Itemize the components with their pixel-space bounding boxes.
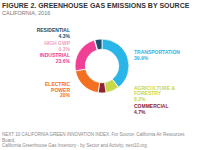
svg-text:COMMERCIAL4.7%: COMMERCIAL4.7% bbox=[134, 103, 168, 115]
svg-text:TRANSPORTATION39.9%: TRANSPORTATION39.9% bbox=[134, 49, 180, 61]
html-text:CALIFORNIA, 2016: CALIFORNIA, 2016 bbox=[2, 10, 51, 16]
html-text:FIGURE 2. GREENHOUSE GAS EMISS: FIGURE 2. GREENHOUSE GAS EMISSIONS BY SO… bbox=[2, 2, 190, 9]
html-text:NEXT 10 CALIFORNIA GREEN INNOV: NEXT 10 CALIFORNIA GREEN INNOVATION INDE… bbox=[2, 132, 185, 143]
svg-text:ELECTRICPOWER20%: ELECTRICPOWER20% bbox=[45, 80, 71, 98]
svg-text:HIGH GWP0.3%: HIGH GWP0.3% bbox=[44, 39, 70, 51]
svg-text:AGRICULTURE &FORESTRY8.2%: AGRICULTURE &FORESTRY8.2% bbox=[134, 84, 175, 102]
svg-text:INDUSTRIAL23.6%: INDUSTRIAL23.6% bbox=[40, 52, 71, 64]
svg-text:RESIDENTIAL4.3%: RESIDENTIAL4.3% bbox=[37, 27, 71, 39]
html-text:California Greenhouse Gas Inve: California Greenhouse Gas Inventory - by… bbox=[2, 142, 147, 148]
